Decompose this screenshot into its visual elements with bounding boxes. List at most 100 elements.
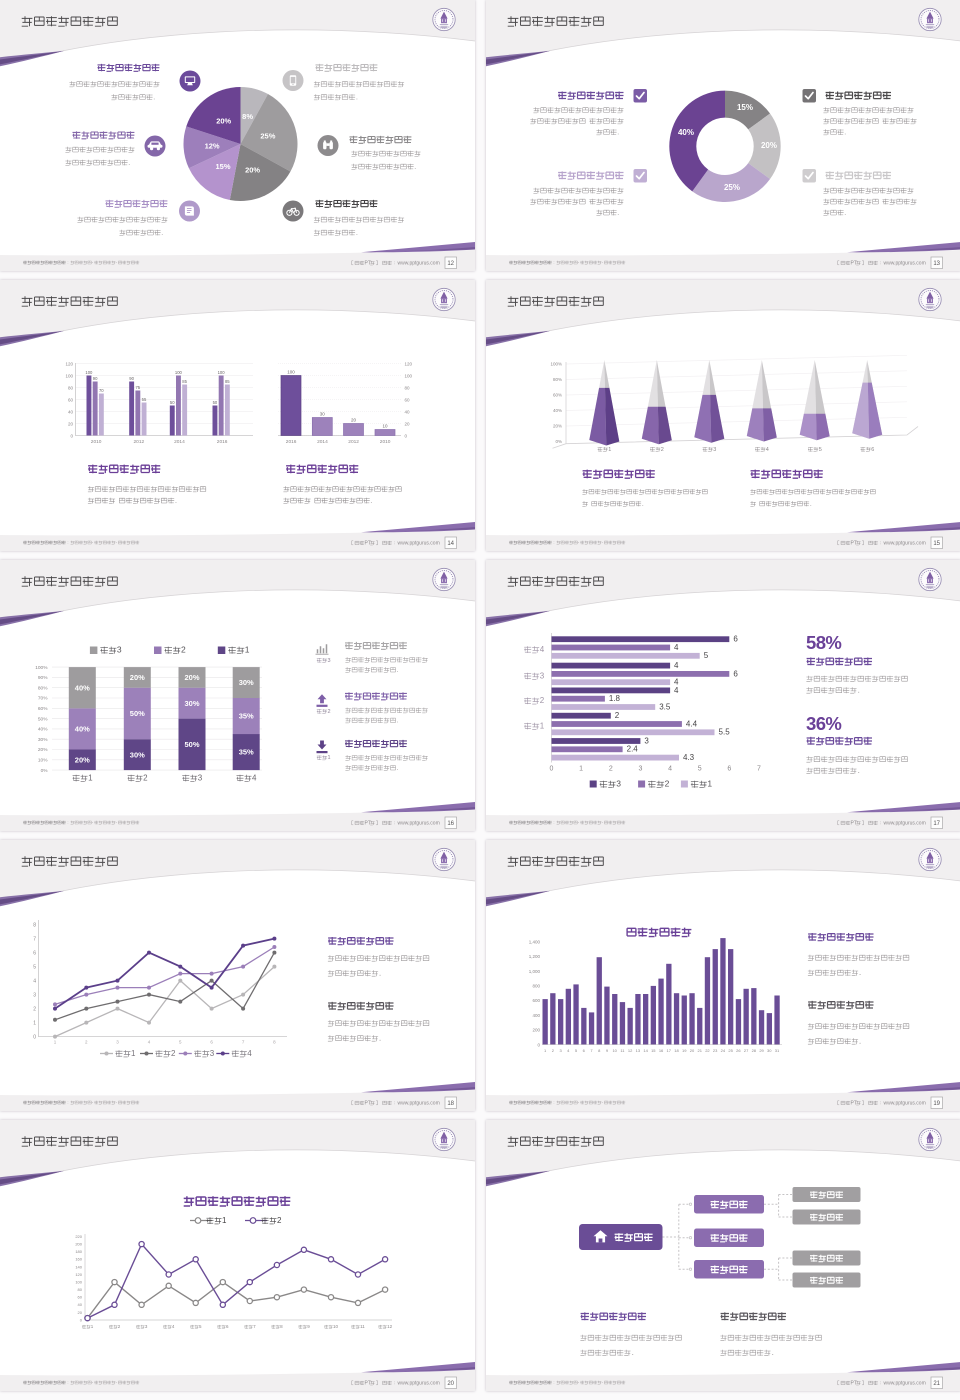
svg-text:90: 90 [129, 376, 134, 381]
svg-text:20: 20 [351, 418, 357, 423]
svg-text:2016: 2016 [286, 439, 297, 445]
svg-text:8: 8 [598, 1048, 601, 1053]
svg-text:2: 2 [540, 696, 545, 705]
svg-text:2: 2 [33, 1006, 36, 1012]
svg-text:-: - [116, 820, 118, 825]
svg-text:30%: 30% [184, 699, 199, 708]
svg-text:70: 70 [99, 388, 104, 393]
svg-text:50%: 50% [38, 716, 48, 722]
svg-text:19: 19 [933, 1101, 940, 1107]
svg-text:12: 12 [447, 261, 454, 267]
svg-text:PT: PT [365, 260, 371, 266]
svg-text:0: 0 [80, 1317, 83, 1322]
svg-text:PT: PT [365, 540, 371, 546]
svg-text:40%: 40% [75, 683, 90, 692]
svg-text:PT: PT [851, 540, 857, 546]
svg-text:3: 3 [559, 1048, 562, 1053]
svg-text:20%: 20% [130, 673, 145, 682]
svg-text:6: 6 [210, 1040, 213, 1045]
svg-text:4: 4 [148, 1040, 151, 1045]
svg-text:-: - [92, 540, 94, 545]
svg-text:100: 100 [85, 370, 93, 375]
svg-text:24: 24 [721, 1048, 726, 1053]
svg-text:20: 20 [78, 1310, 83, 1315]
svg-text:180: 180 [75, 1249, 82, 1254]
svg-text:19: 19 [682, 1048, 687, 1053]
svg-text:12: 12 [387, 1324, 393, 1329]
svg-text:4: 4 [567, 1048, 570, 1053]
svg-text:6: 6 [583, 1048, 586, 1053]
svg-text:5: 5 [698, 766, 702, 773]
svg-text:2016: 2016 [217, 439, 228, 445]
svg-text:0%: 0% [555, 439, 562, 444]
svg-text:10%: 10% [38, 758, 48, 764]
svg-text:90: 90 [93, 376, 98, 381]
svg-text:-: - [116, 1380, 118, 1385]
svg-text:0: 0 [70, 433, 73, 438]
svg-text:3: 3 [328, 658, 331, 664]
svg-text:15%: 15% [215, 162, 230, 171]
svg-text:PT: PT [851, 260, 857, 266]
svg-text:PT: PT [365, 820, 371, 826]
svg-text:6: 6 [33, 950, 36, 956]
svg-text:2: 2 [328, 709, 331, 715]
svg-text:4: 4 [766, 447, 769, 453]
svg-text:85: 85 [182, 379, 187, 384]
svg-text:-: - [92, 1380, 94, 1385]
svg-text:20%: 20% [184, 673, 199, 682]
svg-text:120: 120 [75, 1272, 82, 1277]
svg-text:7: 7 [757, 766, 761, 773]
svg-text:4: 4 [247, 1049, 252, 1058]
svg-text:35%: 35% [239, 748, 254, 757]
svg-text:6: 6 [727, 766, 731, 773]
svg-text:9: 9 [606, 1048, 609, 1053]
svg-text:www.pptgurus.com: www.pptgurus.com [398, 1380, 440, 1386]
svg-text:50: 50 [170, 400, 175, 405]
svg-text:11: 11 [360, 1324, 365, 1329]
svg-text:1: 1 [608, 447, 611, 453]
svg-text:40%: 40% [38, 727, 48, 733]
svg-text:60: 60 [405, 397, 411, 402]
svg-text:4: 4 [674, 686, 679, 695]
svg-text:8: 8 [273, 1040, 276, 1045]
svg-text:-: - [92, 260, 94, 265]
svg-text:60: 60 [68, 397, 74, 402]
svg-text:PT: PT [851, 1100, 857, 1106]
svg-text:25%: 25% [724, 183, 740, 192]
svg-text:20: 20 [68, 421, 74, 426]
svg-text:25%: 25% [260, 132, 275, 141]
svg-text:www.pptgurus.com: www.pptgurus.com [398, 820, 440, 826]
svg-text:30%: 30% [130, 750, 145, 759]
svg-text:2: 2 [609, 766, 613, 773]
svg-text:8%: 8% [242, 112, 253, 121]
svg-text:-: - [92, 1100, 94, 1105]
svg-text:3: 3 [616, 779, 621, 789]
svg-text:8: 8 [280, 1324, 283, 1329]
svg-text:5: 5 [819, 447, 822, 453]
svg-text:-: - [578, 1380, 580, 1385]
svg-text:2010: 2010 [91, 439, 102, 445]
svg-text:3: 3 [33, 992, 36, 998]
svg-text:4: 4 [674, 678, 679, 687]
svg-text:90%: 90% [38, 675, 48, 681]
svg-text:2: 2 [85, 1040, 88, 1045]
svg-text:29: 29 [759, 1048, 764, 1053]
svg-text:-: - [578, 260, 580, 265]
svg-text:20%: 20% [216, 117, 231, 126]
svg-text:PT: PT [365, 1100, 371, 1106]
svg-text:13: 13 [636, 1048, 641, 1053]
svg-text:800: 800 [532, 984, 540, 989]
svg-text:35%: 35% [239, 712, 254, 721]
svg-text:16: 16 [659, 1048, 664, 1053]
svg-text:2012: 2012 [134, 439, 145, 445]
svg-text:2.4: 2.4 [627, 745, 639, 754]
svg-text:8: 8 [33, 922, 36, 928]
svg-text:80: 80 [68, 385, 74, 390]
svg-text:2: 2 [665, 779, 670, 789]
svg-text:www.pptgurus.com: www.pptgurus.com [884, 260, 926, 266]
svg-text:1,400: 1,400 [529, 939, 541, 944]
svg-text:14: 14 [643, 1048, 648, 1053]
svg-text:40%: 40% [75, 725, 90, 734]
svg-text:7: 7 [242, 1040, 245, 1045]
svg-text:25: 25 [728, 1048, 733, 1053]
